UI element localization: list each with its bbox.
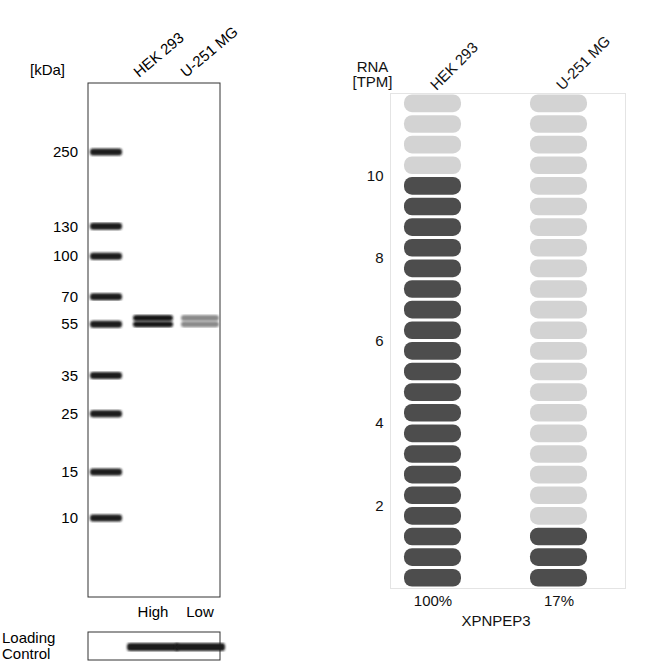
svg-text:17%: 17%	[544, 592, 574, 609]
svg-text:Control: Control	[2, 645, 50, 662]
svg-text:70: 70	[61, 288, 78, 305]
svg-text:130: 130	[53, 218, 78, 235]
svg-text:15: 15	[61, 463, 78, 480]
svg-text:25: 25	[61, 405, 78, 422]
svg-text:55: 55	[61, 315, 78, 332]
svg-text:XPNPEP3: XPNPEP3	[461, 612, 530, 629]
svg-text:2: 2	[375, 497, 383, 514]
svg-text:U-251 MG: U-251 MG	[552, 32, 613, 93]
svg-text:10: 10	[367, 167, 384, 184]
svg-text:High: High	[138, 603, 169, 620]
svg-text:250: 250	[53, 143, 78, 160]
svg-text:35: 35	[61, 367, 78, 384]
svg-text:RNA[TPM]: RNA[TPM]	[353, 58, 393, 90]
svg-text:6: 6	[375, 332, 383, 349]
svg-text:100%: 100%	[414, 592, 452, 609]
svg-text:8: 8	[375, 249, 383, 266]
svg-text:U-251 MG: U-251 MG	[177, 23, 241, 80]
svg-text:Loading: Loading	[2, 629, 55, 646]
svg-text:HEK 293: HEK 293	[426, 39, 480, 93]
svg-text:10: 10	[61, 509, 78, 526]
svg-text:4: 4	[375, 414, 383, 431]
svg-text:HEK 293: HEK 293	[130, 29, 187, 81]
svg-text:100: 100	[53, 247, 78, 264]
svg-text:Low: Low	[186, 603, 214, 620]
svg-text:[kDa]: [kDa]	[30, 61, 65, 78]
